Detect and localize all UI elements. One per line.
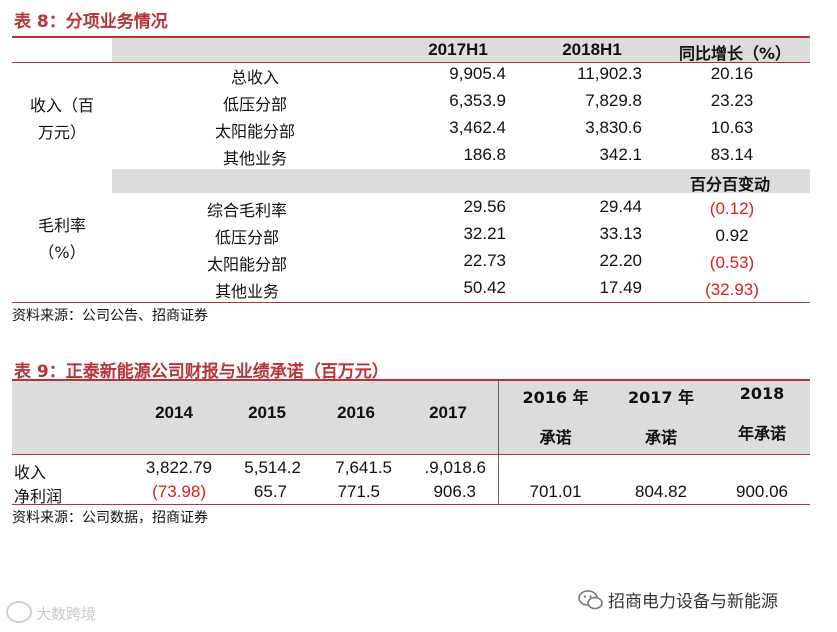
table9-bottom-rule (12, 504, 810, 505)
value-2018h1: 11,902.3 (577, 64, 642, 83)
promise-2018: 900.06 (736, 482, 788, 501)
table9-title: 表 9：正泰新能源公司财报与业绩承诺（百万元） (14, 362, 389, 382)
table9-header-rule (12, 454, 810, 455)
value-2018h1: 29.44 (599, 197, 642, 216)
table9-header-bg (12, 381, 810, 454)
row-label: 收入 (14, 463, 47, 482)
table9-col-2017: 2017 (429, 403, 467, 422)
promise-2017: 804.82 (635, 482, 687, 501)
promise-2018-line2: 年承诺 (737, 424, 786, 443)
value-yoy: 23.23 (710, 91, 754, 110)
row-label: 低压分部 (222, 95, 287, 114)
value-2017h1: 22.73 (463, 251, 506, 270)
row-label: 低压分部 (214, 228, 279, 247)
table8-bottom-rule (12, 302, 810, 303)
value-yoy: 10.63 (710, 118, 754, 137)
promise-2016-line1: 2016 年 (522, 388, 589, 407)
margin-group-label-2: （%） (38, 243, 86, 262)
revenue-group-label-2: 万元） (37, 123, 86, 142)
table8-col-2018h1: 2018H1 (562, 40, 622, 59)
watermark-text: 大数跨境 (36, 605, 97, 623)
table8-top-rule (12, 36, 810, 38)
row-label: 太阳能分部 (214, 122, 295, 141)
value-2015: 65.7 (253, 482, 287, 501)
value-2017h1: 9,905.4 (449, 64, 506, 83)
value-2015: 5,514.2 (244, 458, 301, 477)
value-change: 0.92 (715, 226, 749, 245)
value-2018h1: 7,829.8 (585, 91, 642, 110)
value-2018h1: 17.49 (599, 278, 642, 297)
value-change: (0.53) (709, 253, 755, 272)
value-change: (0.12) (709, 199, 755, 218)
revenue-group-label-1: 收入（百 (29, 96, 94, 115)
table8-header-bg (112, 38, 810, 62)
value-2017h1: 186.8 (463, 145, 506, 164)
wechat-icon (578, 590, 603, 610)
row-label: 综合毛利率 (206, 201, 287, 220)
table9-col-2015: 2015 (248, 403, 286, 422)
value-2017h1: 3,462.4 (449, 118, 506, 137)
margin-group-label-1: 毛利率 (37, 216, 86, 235)
value-2018h1: 342.1 (599, 145, 642, 164)
value-2018h1: 33.13 (599, 224, 642, 243)
table9-source: 资料来源：公司数据，招商证券 (12, 510, 208, 526)
brand-name: 招商电力设备与新能源 (608, 592, 778, 612)
value-yoy: 83.14 (710, 145, 754, 164)
row-label: 太阳能分部 (206, 255, 287, 274)
value-2017: .9,018.6 (424, 458, 486, 477)
value-2017h1: 6,353.9 (449, 91, 506, 110)
table9-top-rule (12, 379, 810, 381)
value-2016: 771.5 (337, 482, 380, 501)
value-2017h1: 29.56 (463, 197, 506, 216)
table9-col-2016: 2016 (337, 403, 375, 422)
table8-title: 表 8：分项业务情况 (14, 12, 168, 32)
table9-divider (498, 381, 499, 504)
margin-header-bg (112, 169, 810, 193)
value-2016: 7,641.5 (335, 458, 392, 477)
value-2017h1: 32.21 (463, 224, 506, 243)
value-2018h1: 3,830.6 (585, 118, 642, 137)
value-2014: (73.98) (152, 482, 206, 501)
watermark-logo-icon (6, 601, 32, 623)
watermark: 大数跨境 (6, 601, 96, 624)
wechat-brand: 招商电力设备与新能源 (578, 587, 778, 612)
value-yoy: 20.16 (710, 64, 754, 83)
promise-2017-line1: 2017 年 (627, 388, 695, 407)
row-label: 净利润 (14, 487, 63, 506)
table8-source: 资料来源：公司公告、招商证券 (12, 308, 208, 324)
promise-2017-line2: 承诺 (644, 428, 677, 447)
promise-2016: 701.01 (529, 482, 582, 501)
value-2018h1: 22.20 (599, 251, 642, 270)
value-2014: 3,822.79 (145, 458, 212, 477)
value-2017h1: 50.42 (463, 278, 506, 297)
margin-change-header: 百分百变动 (689, 175, 770, 194)
promise-2016-line2: 承诺 (539, 428, 572, 447)
table8-col-2017h1: 2017H1 (428, 40, 488, 59)
row-label: 总收入 (230, 68, 279, 87)
value-2017: 906.3 (433, 482, 476, 501)
table9-col-2014: 2014 (155, 403, 193, 422)
value-change: (32.93) (705, 280, 759, 299)
table8-col-yoy: 同比增长（%） (678, 44, 792, 63)
table8-header-rule (12, 62, 810, 63)
row-label: 其他业务 (214, 282, 279, 301)
row-label: 其他业务 (222, 149, 287, 168)
promise-2018-line1: 2018 (739, 384, 785, 403)
